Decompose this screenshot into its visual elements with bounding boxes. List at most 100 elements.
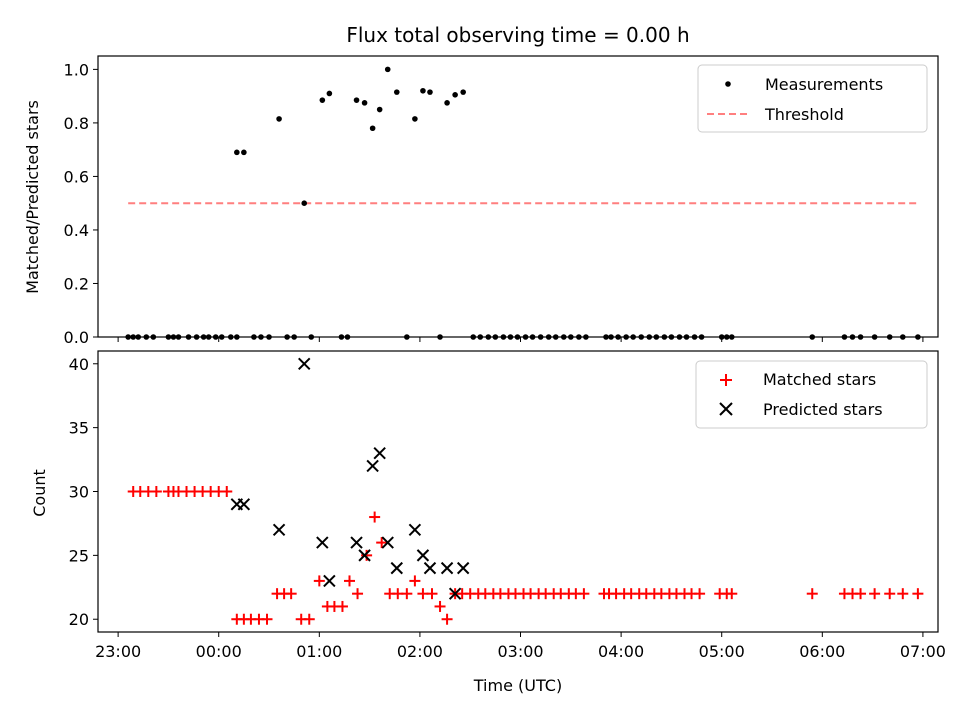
measurement-point [361,100,368,106]
predicted-star-point [423,561,437,575]
predicted-star-point [358,549,371,562]
top-y-axis-label: Matched/Predicted stars [23,100,42,294]
bottom-x-tick-label: 00:00 [196,642,242,661]
bottom-x-tick-label: 04:00 [598,642,644,661]
legend-predicted-label: Predicted stars [763,400,883,419]
matched-star-point [150,486,162,497]
matched-star-point [401,588,413,600]
matched-star-point [361,549,373,561]
measurement-point [412,116,418,122]
legend-threshold-label: Threshold [764,105,844,124]
predicted-stars-series [230,357,470,600]
predicted-star-point [390,561,403,575]
bottom-y-tick-label: 25 [69,546,89,565]
bottom-x-tick-label: 06:00 [799,642,845,661]
predicted-star-point [408,523,422,537]
bottom-y-tick-label: 40 [69,355,89,374]
bottom-y-tick-label: 30 [69,483,89,502]
predicted-star-point [237,498,251,511]
measurement-point [301,200,308,206]
matched-star-point [869,588,881,600]
predicted-star-point [350,536,363,549]
matched-star-point [912,588,924,600]
matched-star-point [884,588,896,600]
matched-star-point [336,600,348,612]
bottom-x-tick-label: 03:00 [497,642,543,661]
bottom-y-tick-label: 35 [69,419,89,438]
matched-star-point [434,600,446,612]
measurement-point [326,90,333,97]
matched-star-point [352,588,364,600]
measurement-point [234,149,240,156]
measurement-point [384,66,391,73]
predicted-star-point [366,459,379,473]
top-chart-title: Flux total observing time = 0.00 h [346,23,689,47]
top-y-tick-label: 0.6 [64,167,89,186]
bottom-x-tick-label: 23:00 [95,642,141,661]
matched-stars-series [127,486,924,625]
top-axis-ticks: 0.0 0.2 0.4 0.6 0.8 1.0 [64,60,924,347]
top-y-tick-label: 1.0 [64,60,89,79]
legend-predicted-marker [719,402,733,416]
legend-matched-label: Matched stars [763,370,876,389]
top-legend: Measurements Threshold [697,64,928,133]
predicted-star-point [440,561,454,575]
top-y-tick-label: 0.8 [64,114,89,133]
bottom-legend: Matched stars Predicted stars [695,360,928,429]
measurement-point [241,149,247,156]
predicted-star-point [298,357,311,370]
legend-matched-marker [720,374,732,386]
matched-star-point [726,588,738,600]
measurement-point [427,89,433,95]
measurement-point [276,116,282,122]
measurement-point [376,106,383,113]
measurement-point [444,100,450,106]
measurement-point [393,89,400,95]
measurement-point [452,92,458,98]
predicted-star-point [448,587,462,600]
legend-measurements-marker [725,81,731,87]
bottom-x-tick-label: 01:00 [296,642,342,661]
legend-measurements-label: Measurements [765,75,883,94]
predicted-star-point [373,446,386,460]
bottom-y-axis-label: Count [30,469,49,517]
matched-star-point [409,575,421,587]
bottom-legend-box [695,360,928,429]
matched-star-point [303,613,315,625]
bottom-x-axis-label: Time (UTC) [473,676,562,695]
matched-star-point [897,588,909,600]
matched-star-point [426,588,438,600]
top-y-tick-label: 0.2 [64,274,89,293]
measurement-point [369,125,376,132]
matched-star-point [855,588,867,600]
measurement-point [420,87,426,94]
measurement-point [353,97,360,103]
bottom-plot-frame [97,350,939,633]
matched-star-point [313,575,325,587]
bottom-x-tick-label: 07:00 [900,642,946,661]
matched-star-point [376,537,388,549]
matched-star-point [806,588,818,600]
top-plot-frame [97,55,939,338]
predicted-star-point [316,536,329,549]
matched-star-point [285,588,297,600]
bottom-x-tick-label: 02:00 [397,642,443,661]
matched-star-point [441,613,453,625]
top-panel: 0.0 0.2 0.4 0.6 0.8 1.0 Measurements Threshol… [64,55,939,347]
predicted-star-point [272,523,286,537]
matched-star-point [578,588,590,600]
top-y-tick-label: 0.0 [64,328,89,347]
matched-star-point [261,613,273,625]
predicted-star-point [456,561,470,575]
predicted-star-point [323,574,336,588]
predicted-star-point [416,549,430,562]
top-legend-box [697,64,928,133]
matched-star-point [369,511,381,523]
top-y-tick-label: 0.4 [64,221,89,240]
measurement-point [319,97,326,103]
bottom-y-tick-label: 20 [69,610,89,629]
bottom-x-tick-label: 05:00 [699,642,745,661]
measurement-point [460,89,466,95]
matched-star-point [694,588,706,600]
